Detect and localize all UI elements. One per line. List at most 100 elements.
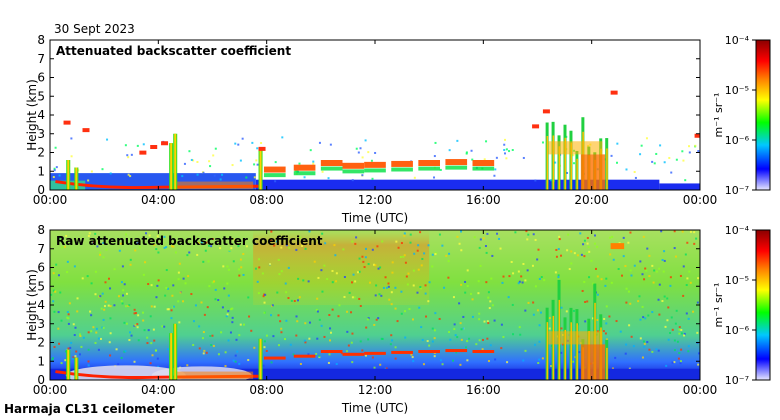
noise-speckle <box>134 324 137 327</box>
noise-speckle <box>573 252 576 255</box>
aerosol-speckle <box>127 173 130 176</box>
aerosol-speckle <box>213 174 216 177</box>
noise-speckle <box>153 305 156 308</box>
convective-streak <box>576 158 578 190</box>
noise-speckle <box>261 272 264 275</box>
noise-speckle <box>284 282 287 285</box>
noise-speckle <box>157 365 160 368</box>
noise-speckle <box>586 236 589 239</box>
aerosol-speckle <box>503 143 506 146</box>
noise-speckle <box>379 363 382 366</box>
noise-speckle <box>212 344 215 347</box>
noise-speckle <box>665 364 668 367</box>
noise-speckle <box>254 267 257 270</box>
noise-speckle <box>423 252 426 255</box>
noise-speckle <box>622 236 625 239</box>
noise-speckle <box>379 266 382 269</box>
noise-speckle <box>75 350 78 353</box>
noise-speckle <box>565 310 568 313</box>
noise-speckle <box>560 327 563 330</box>
aerosol-speckle <box>688 145 691 148</box>
noise-speckle <box>670 316 673 319</box>
noise-speckle <box>561 343 564 346</box>
noise-speckle <box>229 331 232 334</box>
y-tick-label: 3 <box>37 127 45 141</box>
aerosol-speckle <box>610 154 613 157</box>
noise-speckle <box>284 338 287 341</box>
aerosol-speckle <box>309 149 312 152</box>
noise-speckle <box>194 304 197 307</box>
precipitation-streak <box>75 167 78 190</box>
noise-speckle <box>448 252 451 255</box>
aerosol-speckle <box>670 171 673 174</box>
noise-speckle <box>441 363 444 366</box>
y-tick-label: 1 <box>37 354 45 368</box>
noise-speckle <box>245 245 248 248</box>
noise-speckle <box>431 340 434 343</box>
noise-speckle <box>667 306 670 309</box>
noise-speckle <box>269 239 272 242</box>
noise-speckle <box>108 341 111 344</box>
noise-speckle <box>113 268 116 271</box>
noise-speckle <box>66 348 69 351</box>
noise-speckle <box>486 337 489 340</box>
noise-speckle <box>147 283 150 286</box>
noise-speckle <box>680 329 683 332</box>
convective-streak <box>546 322 549 380</box>
colorbar-tick-label: 10⁻⁶ <box>725 324 750 337</box>
noise-speckle <box>431 253 434 256</box>
noise-speckle <box>320 269 323 272</box>
noise-speckle <box>307 280 310 283</box>
noise-speckle <box>71 357 74 360</box>
precipitation-core <box>580 154 606 190</box>
noise-speckle <box>491 304 494 307</box>
noise-speckle <box>438 317 441 320</box>
noise-speckle <box>512 333 515 336</box>
noise-speckle <box>655 348 658 351</box>
noise-speckle <box>485 251 488 254</box>
aerosol-speckle <box>255 159 258 162</box>
noise-speckle <box>534 343 537 346</box>
noise-speckle <box>519 333 522 336</box>
noise-speckle <box>658 267 661 270</box>
aerosol-speckle <box>645 137 648 140</box>
noise-speckle <box>663 295 666 298</box>
noise-speckle <box>190 293 193 296</box>
convective-streak <box>606 347 608 380</box>
noise-speckle <box>90 314 93 317</box>
aerosol-speckle <box>190 158 193 161</box>
noise-speckle <box>382 286 385 289</box>
noise-speckle <box>507 296 510 299</box>
aerosol-speckle <box>541 141 544 144</box>
aerosol-speckle <box>234 142 237 145</box>
noise-speckle <box>536 309 539 312</box>
aerosol-speckle <box>434 141 437 144</box>
noise-speckle <box>666 297 669 300</box>
noise-speckle <box>658 283 661 286</box>
noise-speckle <box>265 334 268 337</box>
noise-speckle <box>639 337 642 340</box>
noise-speckle <box>380 294 383 297</box>
noise-speckle <box>367 263 370 266</box>
noise-speckle <box>90 330 93 333</box>
precipitation-core <box>580 344 606 380</box>
noise-speckle <box>55 263 58 266</box>
noise-speckle <box>133 312 136 315</box>
noise-speckle <box>447 276 450 279</box>
noise-speckle <box>152 328 155 331</box>
noise-speckle <box>373 366 376 369</box>
noise-speckle <box>328 353 331 356</box>
noise-speckle <box>253 346 256 349</box>
y-tick-label: 1 <box>37 164 45 178</box>
aerosol-speckle <box>70 155 73 158</box>
noise-speckle <box>498 237 501 240</box>
noise-speckle <box>603 317 606 320</box>
aerosol-speckle <box>274 161 277 164</box>
noise-speckle <box>95 327 98 330</box>
noise-speckle <box>276 291 279 294</box>
aerosol-speckle <box>58 174 61 177</box>
noise-speckle <box>639 318 642 321</box>
noise-speckle <box>210 245 213 248</box>
noise-speckle <box>219 247 222 250</box>
